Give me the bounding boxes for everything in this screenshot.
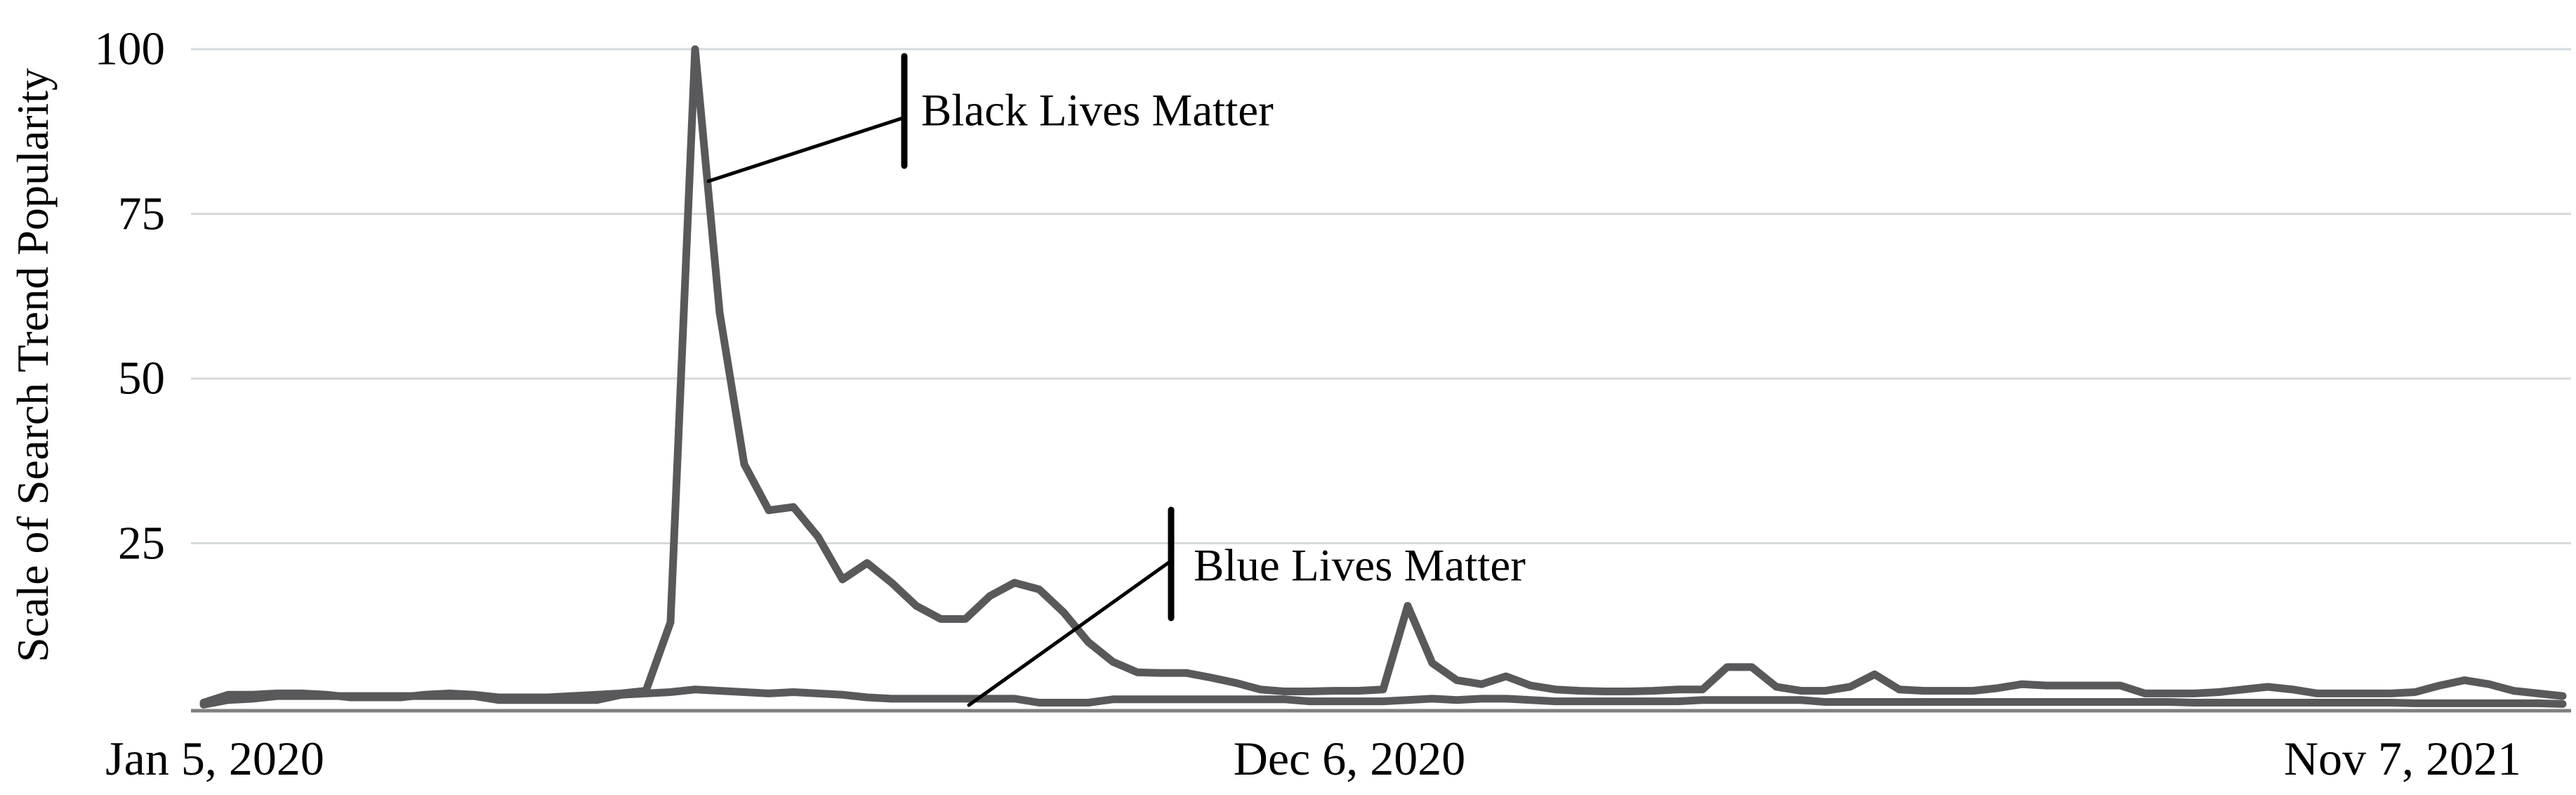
y-tick-label-50: 50 <box>118 352 165 405</box>
x-tick-label-middle: Dec 6, 2020 <box>1233 732 1466 785</box>
y-tick-label-100: 100 <box>94 22 166 75</box>
y-tick-label-25: 25 <box>118 517 165 569</box>
x-tick-label-end: Nov 7, 2021 <box>2283 732 2522 785</box>
x-tick-label-start: Jan 5, 2020 <box>105 732 324 785</box>
annotation-label-blue-lives-matter: Blue Lives Matter <box>1194 540 1526 591</box>
y-tick-label-75: 75 <box>118 188 165 239</box>
annotation-label-black-lives-matter: Black Lives Matter <box>921 85 1274 136</box>
